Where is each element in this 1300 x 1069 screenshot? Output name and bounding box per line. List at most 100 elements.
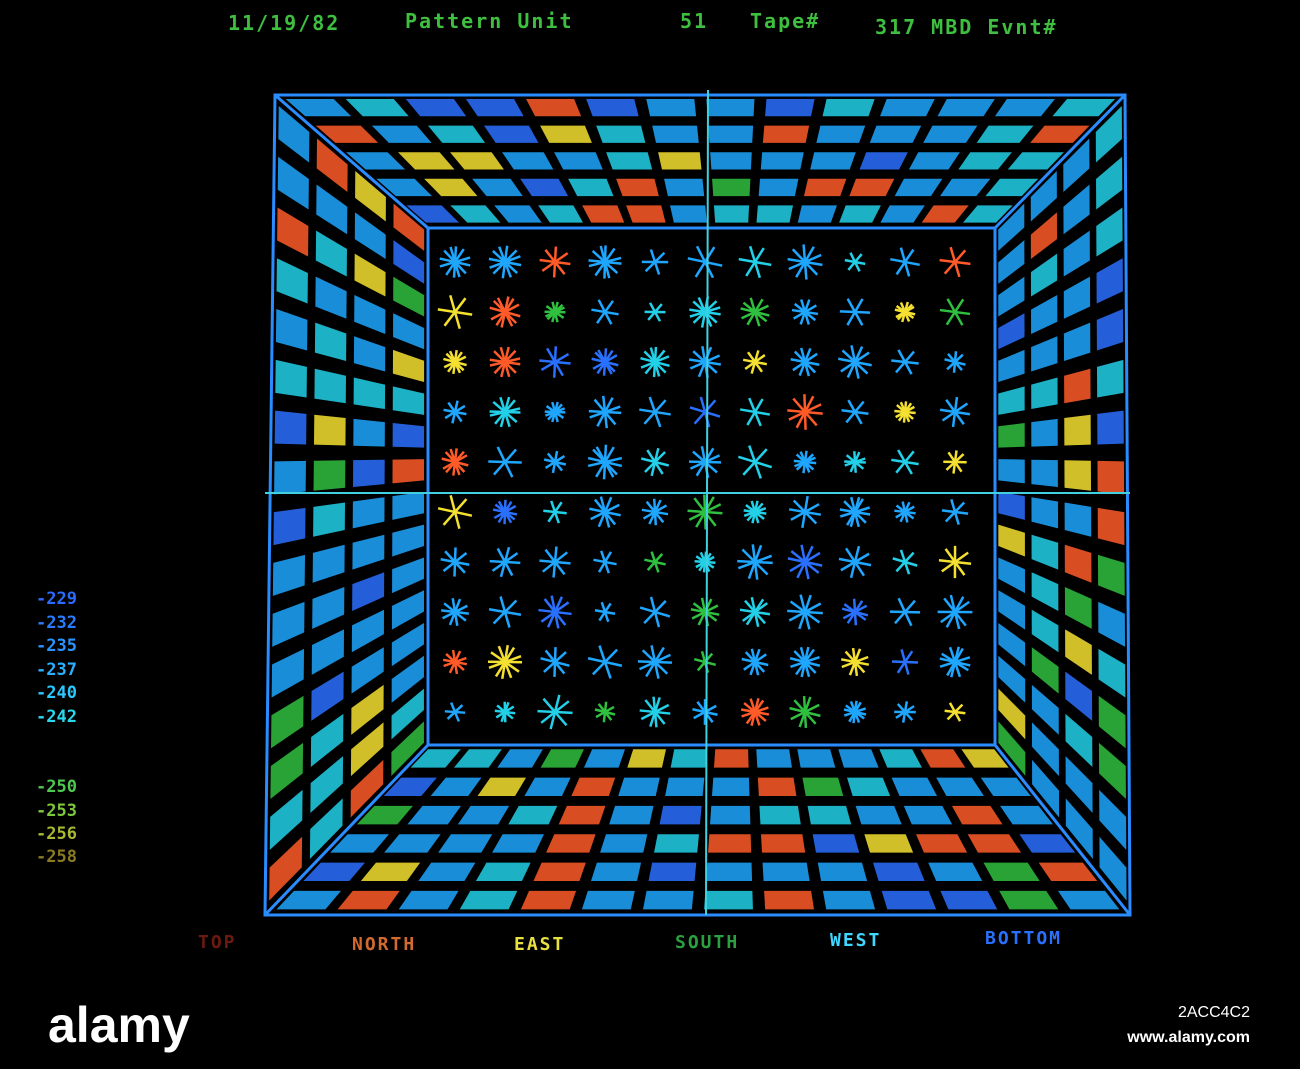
tile — [665, 777, 705, 796]
scale-label: -250 — [36, 777, 77, 797]
tile — [802, 777, 844, 796]
tile — [903, 805, 953, 825]
tile — [1038, 862, 1098, 881]
tile — [1096, 309, 1124, 351]
tile — [554, 152, 603, 170]
track — [744, 354, 766, 370]
track — [590, 503, 620, 521]
track — [488, 655, 522, 669]
tile — [1099, 789, 1127, 850]
track — [646, 553, 664, 571]
tile — [816, 125, 866, 143]
track — [792, 352, 818, 372]
tile — [756, 749, 792, 768]
tile — [330, 834, 389, 853]
tile — [583, 749, 625, 768]
tile — [457, 805, 510, 825]
track — [943, 249, 967, 275]
scale-label: -232 — [36, 613, 77, 633]
tape-info: 317 MBD Evnt# — [875, 15, 1058, 39]
tile — [1065, 629, 1092, 675]
tile — [1097, 460, 1125, 495]
tile — [923, 125, 978, 143]
track — [790, 703, 820, 721]
tile — [465, 98, 524, 117]
tile — [1031, 572, 1059, 611]
track — [689, 354, 721, 370]
tile — [998, 313, 1025, 350]
tile — [998, 590, 1026, 630]
track — [746, 398, 764, 426]
watermark-logo: alamy — [48, 997, 190, 1053]
tile — [618, 777, 660, 796]
tile — [797, 749, 836, 768]
tile — [277, 156, 309, 210]
track — [845, 400, 865, 424]
tile — [803, 178, 847, 197]
tile — [756, 205, 794, 223]
tile — [859, 152, 908, 170]
tile — [315, 125, 379, 143]
track — [840, 552, 870, 572]
track — [689, 454, 721, 470]
tile — [310, 756, 344, 813]
tile — [271, 648, 305, 698]
tile — [664, 178, 705, 197]
tile — [998, 203, 1025, 251]
tile — [427, 125, 486, 143]
tile — [606, 152, 653, 170]
track — [442, 498, 468, 526]
track — [442, 454, 468, 470]
track — [643, 599, 667, 625]
track — [788, 602, 822, 622]
track — [489, 407, 521, 417]
track — [442, 552, 468, 572]
tile — [353, 459, 385, 488]
tile — [278, 105, 310, 163]
tile — [864, 834, 914, 853]
tile — [1019, 834, 1076, 853]
tile — [976, 125, 1034, 143]
tile — [1057, 890, 1120, 910]
tile — [706, 98, 755, 117]
track — [640, 703, 670, 721]
tile — [274, 460, 306, 495]
track — [694, 246, 716, 278]
tile — [1030, 253, 1058, 297]
track — [639, 653, 671, 671]
scale-label: -240 — [36, 683, 77, 703]
tile — [1096, 258, 1123, 304]
tile — [1064, 587, 1092, 629]
tile — [616, 178, 659, 197]
tile — [275, 359, 307, 398]
tile — [398, 890, 459, 910]
track — [589, 405, 621, 419]
tile — [1064, 368, 1091, 404]
track — [592, 354, 618, 370]
tile — [424, 178, 478, 197]
tile — [483, 125, 539, 143]
tile — [586, 98, 639, 117]
track — [794, 456, 816, 468]
tile — [313, 502, 346, 537]
tile — [998, 721, 1026, 776]
tile — [354, 212, 386, 259]
tile — [311, 671, 344, 721]
track — [442, 604, 468, 620]
tile — [538, 205, 583, 223]
tile — [392, 524, 425, 557]
tile — [524, 777, 571, 796]
tile — [337, 890, 400, 910]
track — [788, 403, 822, 421]
tile — [797, 205, 837, 223]
track — [443, 297, 467, 327]
tile — [1031, 336, 1058, 372]
face-label: SOUTH — [675, 932, 739, 953]
tile — [345, 152, 406, 170]
tile — [1030, 125, 1090, 143]
tile — [936, 777, 984, 796]
tile — [285, 98, 352, 117]
tile — [309, 798, 343, 860]
tile — [371, 125, 432, 143]
tile — [1065, 798, 1093, 860]
